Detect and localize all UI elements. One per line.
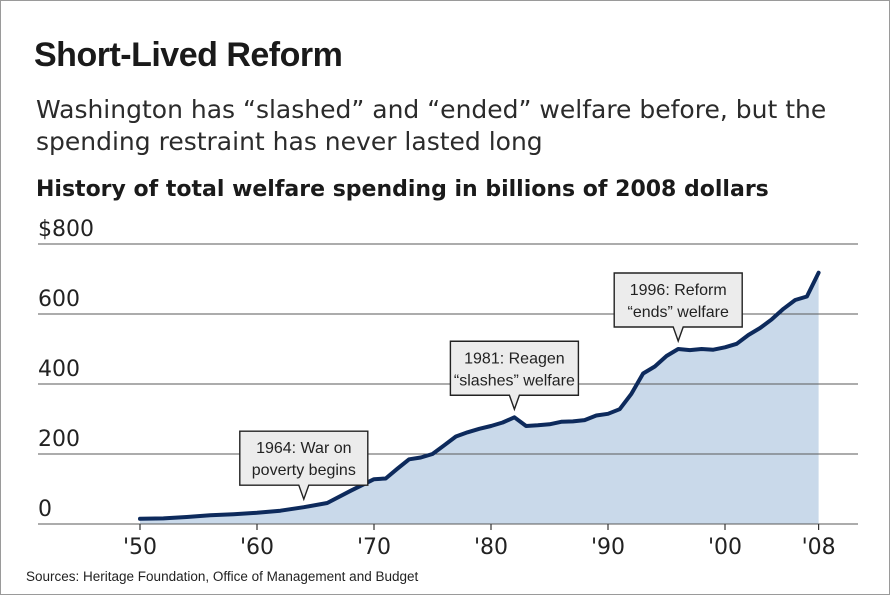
y-tick-label: 600 [38,287,80,312]
source-note: Sources: Heritage Foundation, Office of … [26,569,419,584]
annotation-box [613,272,743,344]
chart-subtitle: Washington has “slashed” and “ended” wel… [36,95,827,156]
y-tick-label: 400 [38,357,80,382]
x-tick-label: '60 [240,535,274,560]
annotation-label: “slashes” welfare [454,372,575,389]
x-tick-label: '00 [708,535,742,560]
annotation-label: poverty begins [252,462,356,479]
x-tick-label: '80 [474,535,508,560]
annotation-box [239,430,369,502]
area-fill [140,272,819,524]
annotation-label: 1996: Reform [630,282,727,299]
x-tick-label: '70 [357,535,391,560]
y-tick-label: 0 [38,497,52,522]
chart-heading: History of total welfare spending in bil… [36,177,769,202]
x-tick-label: '50 [123,535,157,560]
annotation-callout: 1996: Reform “ends” welfare [613,272,743,344]
annotation-callout: 1981: Reagen “slashes” welfare [449,340,580,412]
y-tick-label: 200 [38,427,80,452]
y-tick-label: $800 [38,217,94,242]
chart-title: Short-Lived Reform [34,36,343,74]
series-line [138,270,821,521]
annotation-box [449,340,580,412]
annotation-label: 1981: Reagen [464,350,565,367]
annotation-callout: 1964: War on poverty begins [239,430,369,502]
annotation-label: 1964: War on [256,440,351,457]
x-tick-label: '90 [591,535,625,560]
x-tick-label: '08 [802,535,836,560]
annotation-label: “ends” welfare [628,304,729,321]
